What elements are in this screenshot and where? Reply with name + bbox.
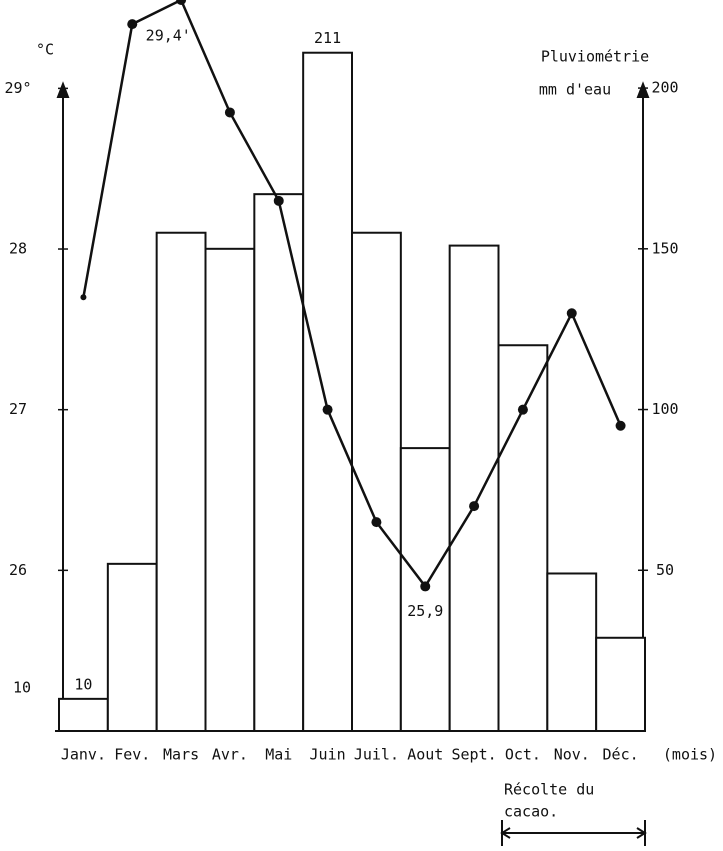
temperature-point <box>615 420 626 431</box>
x-unit-label: (mois) <box>663 746 717 764</box>
annotation: cacao. <box>504 803 558 821</box>
temperature-line <box>82 0 622 589</box>
temperature-point <box>469 501 480 512</box>
y-tick-label: 29° <box>4 79 31 97</box>
bar <box>448 244 500 732</box>
y2-tick-label: 50 <box>656 561 674 579</box>
bar <box>595 636 647 733</box>
y-tick-label: 26 <box>9 561 27 579</box>
x-tick-label: Sept. <box>452 746 497 764</box>
temperature-point <box>371 517 382 528</box>
temperature-point <box>322 404 333 415</box>
bar <box>58 697 109 733</box>
temperature-point <box>420 581 431 592</box>
temperature-point <box>566 308 577 319</box>
x-tick-label: Nov. <box>554 746 590 764</box>
temperature-point <box>127 19 138 30</box>
data-label: 211 <box>314 29 341 47</box>
annotation: Récolte du <box>504 781 594 799</box>
data-label: 10 <box>74 675 92 693</box>
bar <box>302 51 353 733</box>
bar <box>546 572 598 733</box>
data-label: 29,4' <box>146 27 191 45</box>
temperature-point <box>176 0 187 5</box>
x-tick-label: Juil. <box>354 746 399 764</box>
temperature-point <box>273 195 284 206</box>
bar <box>155 231 207 732</box>
data-label: 25,9 <box>407 602 443 620</box>
y-axis-title: °C <box>36 41 54 59</box>
y-tick-label: 28 <box>9 240 27 258</box>
x-tick-label: Mars <box>163 746 199 764</box>
y2-axis-title: Pluviométrie <box>541 48 649 66</box>
y2-tick-label: 200 <box>651 79 678 97</box>
x-tick-label: Fev. <box>114 746 150 764</box>
x-tick-label: Juin <box>310 746 346 764</box>
temperature-point <box>517 404 528 415</box>
y2-tick-label: 150 <box>651 239 678 257</box>
bar <box>204 247 256 732</box>
bar <box>106 562 158 733</box>
x-tick-label: Déc. <box>603 746 639 764</box>
temperature-point <box>80 294 87 301</box>
y2-tick-label: 100 <box>651 400 678 418</box>
x-tick-label: Janv. <box>61 746 106 764</box>
x-tick-label: Avr. <box>212 746 248 764</box>
y2-axis-title: mm d'eau <box>539 81 611 99</box>
x-tick-label: Oct. <box>505 746 541 764</box>
bar <box>497 344 549 732</box>
temperature-point <box>224 107 235 118</box>
x-tick-label: Mai <box>265 746 292 764</box>
annotation: 10 <box>13 679 31 697</box>
x-tick-label: Aout <box>407 746 443 764</box>
y-tick-label: 27 <box>9 400 27 418</box>
harvest-bracket <box>500 820 647 846</box>
